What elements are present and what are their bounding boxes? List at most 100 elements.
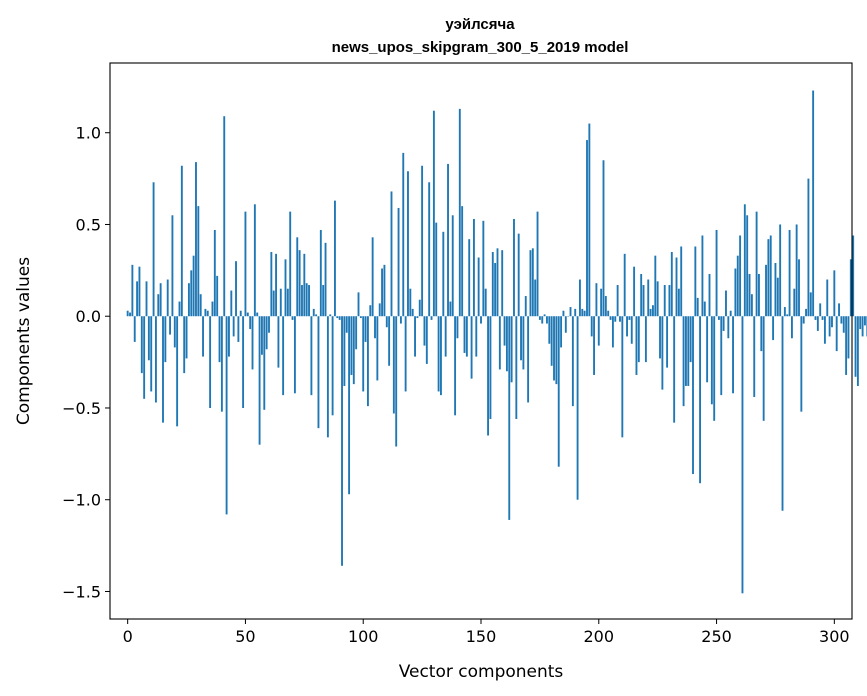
bar-86 <box>329 314 332 317</box>
bar-93 <box>345 316 348 333</box>
bar-273 <box>769 235 772 317</box>
bar-260 <box>739 235 742 317</box>
bar-67 <box>284 259 287 317</box>
bar-150 <box>480 316 482 324</box>
bar-253 <box>722 316 725 331</box>
bar-36 <box>211 301 214 317</box>
bar-87 <box>331 316 334 416</box>
y-tick-label: −1.0 <box>62 491 101 510</box>
bar-121 <box>411 308 414 317</box>
bar-16 <box>164 316 167 363</box>
bar-270 <box>762 316 765 421</box>
bar-290 <box>809 292 812 317</box>
bar-124 <box>418 299 421 317</box>
bar-276 <box>776 277 779 317</box>
bar-113 <box>392 316 395 414</box>
bar-155 <box>491 252 494 317</box>
bar-39 <box>218 316 221 363</box>
bar-26 <box>187 283 190 317</box>
bar-256 <box>729 310 732 317</box>
bar-302 <box>838 303 840 317</box>
bar-212 <box>626 316 628 337</box>
bar-97 <box>355 316 358 350</box>
bar-9 <box>147 316 150 361</box>
bar-190 <box>574 308 577 317</box>
bar-137 <box>449 301 452 317</box>
chart-subtitle: news_upos_skipgram_300_5_2019 model <box>332 39 629 56</box>
bar-186 <box>564 316 567 333</box>
bar-283 <box>793 288 796 317</box>
bar-131 <box>435 222 438 317</box>
bar-117 <box>402 152 405 317</box>
bar-189 <box>571 316 574 407</box>
bar-29 <box>195 162 197 317</box>
bar-135 <box>444 316 447 357</box>
bar-57 <box>260 316 263 355</box>
x-tick-label: 200 <box>584 627 615 646</box>
bar-210 <box>621 316 624 438</box>
bar-170 <box>527 316 530 403</box>
bar-103 <box>369 305 372 317</box>
bar-284 <box>795 224 798 317</box>
bar-138 <box>451 215 454 317</box>
bar-180 <box>550 316 553 366</box>
bar-45 <box>232 316 235 337</box>
bar-214 <box>630 316 633 344</box>
x-tick-label: 150 <box>466 627 497 646</box>
bar-120 <box>409 288 412 317</box>
bar-106 <box>376 316 379 381</box>
bar-223 <box>652 305 654 317</box>
bar-111 <box>388 316 391 366</box>
bar-222 <box>649 308 652 317</box>
bar-231 <box>670 252 673 317</box>
x-tick-label: 50 <box>235 627 255 646</box>
bar-27 <box>190 270 193 317</box>
bar-196 <box>588 123 591 317</box>
bar-194 <box>583 310 586 317</box>
bar-56 <box>258 316 261 445</box>
bar-149 <box>477 257 480 317</box>
bar-53 <box>251 316 254 370</box>
bar-15 <box>162 316 164 423</box>
bar-229 <box>666 316 669 368</box>
bar-10 <box>150 316 153 392</box>
bar-142 <box>461 206 464 317</box>
bar-165 <box>515 316 518 419</box>
bar-11 <box>152 182 155 317</box>
bar-25 <box>185 316 188 359</box>
bar-294 <box>819 303 822 317</box>
bar-62 <box>272 290 275 317</box>
bar-154 <box>489 316 492 419</box>
bar-193 <box>581 308 584 317</box>
bar-108 <box>381 268 383 317</box>
bar-52 <box>249 316 252 330</box>
bar-277 <box>779 224 782 317</box>
bar-236 <box>682 316 685 407</box>
x-tick-label: 100 <box>348 627 379 646</box>
y-tick-label: 1.0 <box>76 124 101 143</box>
bar-299 <box>831 316 833 328</box>
bar-213 <box>628 316 631 320</box>
bar-147 <box>472 218 475 317</box>
bar-218 <box>640 274 643 317</box>
bar-199 <box>595 283 598 317</box>
bar-89 <box>336 316 339 319</box>
y-tick-label: 0.5 <box>76 215 101 234</box>
bar-20 <box>173 316 176 348</box>
bar-311 <box>859 316 862 330</box>
bar-271 <box>765 264 767 317</box>
bar-59 <box>265 316 268 350</box>
bar-152 <box>484 288 487 317</box>
bar-200 <box>597 316 600 346</box>
bar-300 <box>833 270 836 317</box>
bar-44 <box>230 290 233 317</box>
bar-28 <box>192 255 195 317</box>
bar-254 <box>725 290 727 317</box>
bar-166 <box>517 233 520 317</box>
bar-19 <box>171 215 174 317</box>
bar-241 <box>694 246 697 317</box>
plot-frame <box>109 62 853 620</box>
bar-306 <box>847 316 850 359</box>
bar-287 <box>802 316 805 324</box>
